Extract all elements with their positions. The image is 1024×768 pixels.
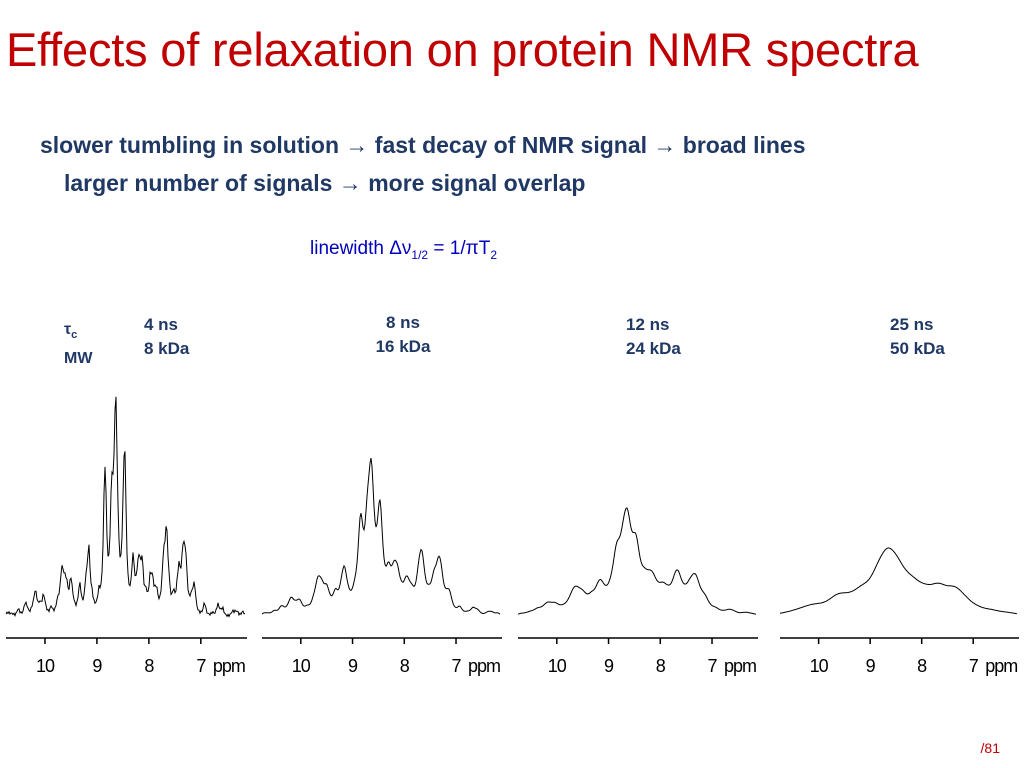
correlation-time: 8 ns <box>385 313 421 332</box>
spectrum-label-4: 25 ns 50 kDa <box>890 313 945 361</box>
arrow-right-icon: → <box>338 170 362 196</box>
tau-c-label: τc <box>64 321 78 342</box>
spectrum-label-2: 8 ns 16 kDa <box>372 311 434 359</box>
correlation-time: 25 ns <box>890 315 934 334</box>
spectrum-trace <box>261 457 501 615</box>
tick-label: 7 <box>196 656 206 676</box>
axis-unit-label: ppm <box>213 656 245 676</box>
formula-text: linewidth Δν <box>310 238 412 259</box>
tick-label: 8 <box>917 656 927 676</box>
spectrum-trace <box>5 396 246 618</box>
nmr-spectra-figure: 10 9 8 7 ppm 10 9 8 7 ppm 10 9 8 7 ppm 10 9 8 7 ppm <box>5 396 1019 676</box>
spectrum-label-3: 12 ns 24 kDa <box>626 313 681 361</box>
slide-title: Effects of relaxation on protein NMR spe… <box>6 23 919 76</box>
bullet-text: broad lines <box>682 132 806 158</box>
bullet-line-1: slower tumbling in solution → fast decay… <box>40 126 806 164</box>
bullet-text: larger number of signals <box>64 170 333 196</box>
axis-unit-label: ppm <box>724 656 756 676</box>
formula-subscript: 2 <box>490 247 497 262</box>
tick-label: 8 <box>144 656 154 676</box>
tick-label: 10 <box>810 656 829 676</box>
molecular-weight: 8 kDa <box>144 339 190 358</box>
spectrum-trace <box>517 507 757 615</box>
correlation-time: 4 ns <box>144 315 179 334</box>
arrow-right-icon: → <box>653 132 677 158</box>
tick-label: 7 <box>452 656 462 676</box>
tick-label: 7 <box>969 656 979 676</box>
tick-label: 7 <box>708 656 718 676</box>
bullet-text: slower tumbling in solution <box>40 132 339 158</box>
molecular-weight: 24 kDa <box>626 339 681 358</box>
axis-unit-label: ppm <box>985 656 1017 676</box>
axis-unit-label: ppm <box>468 656 500 676</box>
bullet-list: slower tumbling in solution → fast decay… <box>40 126 806 202</box>
tick-label: 9 <box>348 656 358 676</box>
molecular-weight: 16 kDa <box>375 337 431 356</box>
tick-label: 10 <box>292 656 311 676</box>
bullet-line-2: larger number of signals → more signal o… <box>40 164 806 202</box>
row-labels: τc MW <box>64 318 92 371</box>
page-number: /81 <box>980 740 1000 756</box>
tick-label: 8 <box>656 656 666 676</box>
correlation-time: 12 ns <box>626 315 670 334</box>
spectrum-trace <box>779 547 1018 615</box>
formula-text: = 1/πT <box>428 238 491 259</box>
tick-label: 8 <box>400 656 410 676</box>
tick-label: 10 <box>36 656 55 676</box>
spectrum-label-1: 4 ns 8 kDa <box>144 313 189 361</box>
molecular-weight: 50 kDa <box>890 339 945 358</box>
mw-label: MW <box>64 350 93 368</box>
formula-subscript: 1/2 <box>411 247 429 262</box>
tick-label: 9 <box>92 656 102 676</box>
arrow-right-icon: → <box>345 132 369 158</box>
linewidth-formula: linewidth Δν1/2 = 1/πT2 <box>310 238 497 262</box>
tick-label: 9 <box>604 656 614 676</box>
bullet-text: fast decay of NMR signal <box>374 132 648 158</box>
tick-label: 10 <box>548 656 567 676</box>
bullet-text: more signal overlap <box>368 170 586 196</box>
tick-label: 9 <box>866 656 876 676</box>
